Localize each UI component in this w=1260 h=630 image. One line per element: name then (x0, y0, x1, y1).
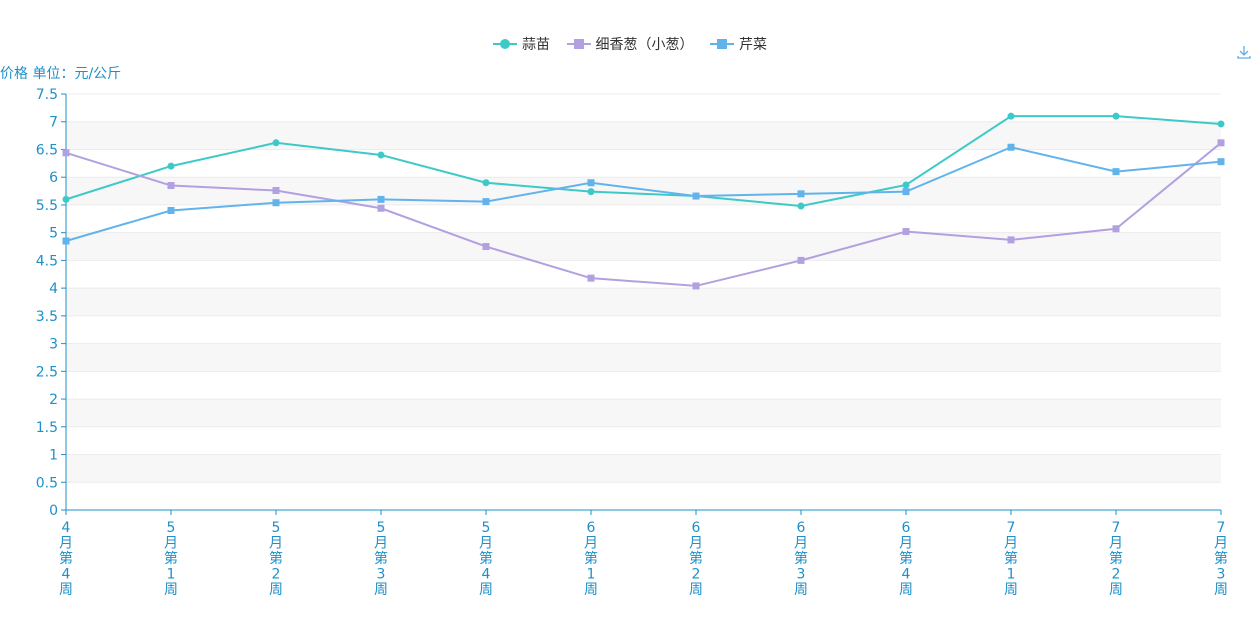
x-tick-label: 6 月第 1 周 (584, 520, 598, 598)
y-tick-label: 7 (49, 115, 58, 131)
data-point (62, 195, 70, 203)
data-point (272, 199, 280, 207)
x-tick-label: 5 月第 3 周 (374, 520, 388, 598)
download-icon[interactable] (1236, 44, 1252, 60)
data-point (1007, 112, 1015, 120)
legend-item-chive[interactable]: 细香葱（小葱） (566, 34, 694, 54)
data-point (1217, 120, 1225, 128)
series-line-0 (65, 115, 1222, 208)
data-point (272, 139, 280, 147)
data-point (167, 162, 175, 170)
y-tick-label: 6.5 (36, 142, 58, 158)
data-point (482, 179, 490, 187)
x-tick-label: 6 月第 2 周 (689, 520, 703, 598)
y-tick-label: 1 (49, 448, 58, 464)
x-tick-label: 7 月第 2 周 (1109, 520, 1123, 598)
data-point (587, 188, 595, 196)
y-tick-label: 4.5 (36, 253, 58, 269)
data-point (1007, 143, 1015, 151)
data-point (482, 198, 490, 206)
data-point (62, 149, 70, 157)
grid-band (66, 454, 1221, 483)
series-line-1 (65, 142, 1222, 287)
data-point (797, 202, 805, 210)
data-point (797, 256, 805, 264)
data-point (377, 151, 385, 159)
legend-item-garlic-sprout[interactable]: 蒜苗 (493, 34, 550, 54)
data-point (1007, 236, 1015, 244)
x-tick-label: 4 月第 4 周 (59, 520, 73, 598)
grid-band (66, 177, 1221, 205)
data-point (167, 182, 175, 190)
y-tick-label: 1.5 (36, 420, 58, 436)
x-tick-label: 5 月第 4 周 (479, 520, 493, 598)
grid-band (66, 121, 1221, 150)
y-tick-label: 0 (49, 503, 58, 519)
data-point (167, 206, 175, 214)
legend-label: 蒜苗 (522, 37, 551, 53)
data-point (692, 192, 700, 200)
data-point (902, 181, 910, 189)
grid-band (66, 399, 1221, 427)
grid-band (66, 343, 1221, 372)
legend: 蒜苗 细香葱（小葱） 芹菜 (0, 34, 1260, 55)
data-point (1112, 225, 1120, 233)
legend-marker-square-icon (709, 39, 734, 49)
y-tick-label: 0.5 (36, 475, 58, 491)
data-point (1217, 158, 1225, 166)
data-point (1112, 112, 1120, 120)
data-point (797, 190, 805, 198)
data-point (272, 187, 280, 195)
data-point (62, 237, 70, 245)
y-tick-label: 2.5 (36, 364, 58, 380)
legend-item-celery[interactable]: 芹菜 (709, 34, 767, 54)
data-point (377, 204, 385, 212)
data-point (692, 282, 700, 290)
legend-marker-circle-icon (493, 39, 518, 49)
y-tick-label: 5.5 (36, 198, 58, 214)
y-tick-label: 6 (49, 170, 58, 186)
legend-label: 细香葱（小葱） (595, 37, 694, 53)
grid-band (66, 288, 1221, 316)
data-point (1217, 139, 1225, 147)
data-point (587, 179, 595, 187)
x-tick-label: 6 月第 3 周 (794, 520, 808, 598)
series-line-2 (65, 146, 1222, 242)
x-tick-label: 5 月第 1 周 (164, 520, 178, 598)
legend-label: 芹菜 (738, 37, 767, 53)
y-tick-label: 3.5 (36, 309, 58, 325)
x-tick-label: 6 月第 4 周 (899, 520, 913, 598)
legend-marker-square-icon (566, 39, 591, 49)
data-point (377, 195, 385, 203)
data-point (482, 243, 490, 251)
y-tick-label: 5 (49, 226, 58, 242)
x-tick-label: 5 月第 2 周 (269, 520, 283, 598)
y-tick-label: 4 (49, 281, 58, 297)
y-tick-label: 7.5 (36, 87, 58, 103)
data-point (1112, 168, 1120, 176)
data-point (902, 228, 910, 236)
x-tick-label: 7 月第 1 周 (1004, 520, 1018, 598)
x-tick-label: 7 月第 3 周 (1214, 520, 1228, 598)
y-tick-label: 2 (49, 392, 58, 408)
y-tick-label: 3 (49, 337, 58, 353)
data-point (902, 188, 910, 196)
data-point (587, 274, 595, 282)
y-axis-label: 价格 单位：元/公斤 (0, 66, 122, 82)
